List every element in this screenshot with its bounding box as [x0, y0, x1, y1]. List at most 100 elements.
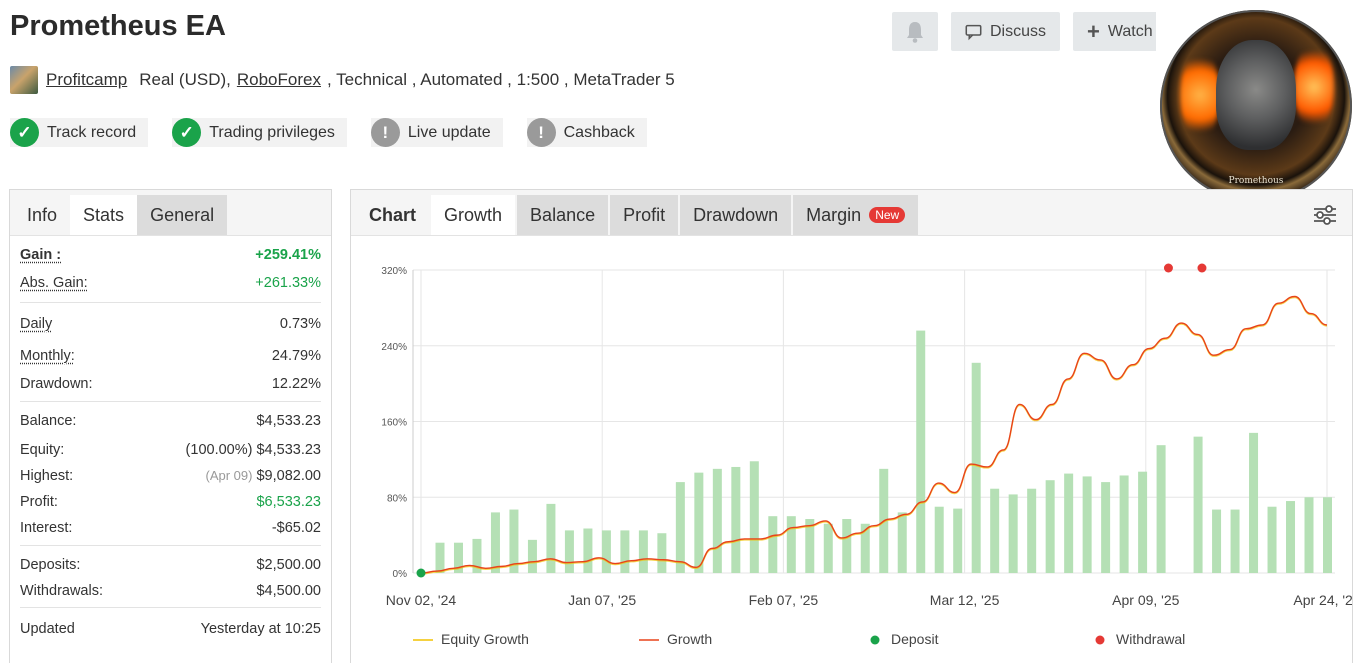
author-link[interactable]: Profitcamp: [46, 70, 128, 89]
page-title: Prometheus EA: [10, 10, 226, 42]
equity-growth-line: [420, 296, 1328, 575]
interest-label: Interest:: [20, 520, 73, 536]
chart-tabs: Chart Growth Balance Profit Drawdown Mar…: [351, 190, 1352, 236]
badge-live-update[interactable]: ! Live update: [370, 118, 503, 147]
growth-bar: [1027, 488, 1037, 573]
x-tick-label: Apr 24, '25: [1293, 592, 1352, 608]
notify-button[interactable]: [892, 12, 938, 51]
tab-balance[interactable]: Balance: [517, 195, 609, 235]
watch-label: Watch: [1107, 22, 1153, 40]
legend-label: Equity Growth: [441, 631, 529, 647]
growth-bar: [749, 461, 759, 573]
growth-bar: [657, 533, 667, 573]
growth-chart[interactable]: 0% 80% 160% 240% 320% Nov 02, '24 Jan 07, '25 F…: [351, 236, 1352, 663]
growth-bar: [583, 528, 593, 573]
equity-percent: (100.00%): [185, 441, 253, 458]
y-tick-label: 80%: [387, 493, 407, 504]
y-tick-label: 0%: [393, 569, 408, 580]
growth-bar: [472, 538, 482, 573]
badge-label: Trading privileges: [209, 123, 335, 141]
verification-badges: ✓ Track record ✓ Trading privileges ! Li…: [10, 118, 647, 147]
growth-bar: [1082, 476, 1092, 573]
discuss-button[interactable]: Discuss: [951, 12, 1060, 51]
growth-bar: [953, 508, 963, 573]
growth-bar: [768, 516, 778, 573]
abs-gain-value: +261.33%: [255, 274, 321, 291]
interest-value: -$65.02: [271, 520, 321, 536]
growth-bar: [546, 503, 556, 573]
comment-icon: [965, 24, 982, 40]
growth-bar: [990, 488, 1000, 573]
tab-general[interactable]: General: [137, 195, 228, 235]
strategy-medallion: Promethous: [1156, 0, 1362, 205]
badge-label: Track record: [47, 123, 137, 141]
growth-bar: [1045, 480, 1055, 573]
x-tick-label: Jan 07, '25: [568, 592, 636, 608]
growth-bar: [786, 516, 796, 573]
deposits-value: $2,500.00: [256, 556, 321, 573]
withdrawal-marker: [1197, 263, 1207, 273]
badge-label: Cashback: [563, 123, 635, 141]
withdrawal-marker: [1163, 263, 1173, 273]
growth-bar: [805, 519, 815, 573]
check-icon: ✓: [172, 118, 202, 147]
growth-bar: [564, 530, 574, 573]
tab-stats[interactable]: Stats: [70, 195, 138, 235]
x-tick-label: Nov 02, '24: [386, 592, 457, 608]
tab-drawdown[interactable]: Drawdown: [680, 195, 792, 235]
growth-bar: [620, 530, 630, 573]
highest-label: Highest:: [20, 468, 74, 484]
deposits-label: Deposits:: [20, 556, 81, 573]
growth-bar: [897, 512, 907, 573]
badge-cashback[interactable]: ! Cashback: [526, 118, 647, 147]
monthly-value: 24.79%: [271, 348, 321, 364]
growth-bar: [1267, 506, 1277, 573]
growth-line: [420, 295, 1328, 574]
growth-bar: [601, 530, 611, 573]
header-actions: Discuss + Watch: [892, 12, 1173, 51]
gain-label: Gain :: [20, 246, 62, 263]
growth-bar: [1304, 497, 1314, 573]
equity-label: Equity:: [20, 441, 65, 458]
x-tick-label: Feb 07, '25: [749, 592, 819, 608]
highest-date: (Apr 09): [205, 468, 253, 483]
exclamation-icon: !: [526, 118, 556, 147]
daily-label: Daily: [20, 316, 53, 332]
growth-bar: [1323, 497, 1332, 573]
growth-bar: [1101, 482, 1111, 573]
chart-settings-icon[interactable]: [1312, 204, 1338, 226]
tab-profit[interactable]: Profit: [610, 195, 679, 235]
tab-margin-label: Margin: [806, 204, 862, 225]
broker-link[interactable]: RoboForex: [236, 70, 321, 89]
tab-growth[interactable]: Growth: [431, 195, 516, 235]
growth-bar: [971, 362, 981, 573]
author-avatar[interactable]: [10, 66, 38, 94]
badge-track-record[interactable]: ✓ Track record: [10, 118, 149, 147]
medallion-image: Promethous: [1160, 10, 1352, 202]
tab-info[interactable]: Info: [27, 204, 58, 225]
chart-tabs-label: Chart: [369, 204, 417, 225]
growth-bar: [1064, 473, 1074, 573]
withdrawals-label: Withdrawals:: [20, 583, 103, 599]
highest-value: $9,082.00: [256, 468, 321, 484]
growth-bar: [509, 509, 519, 573]
discuss-label: Discuss: [989, 22, 1046, 40]
balance-value: $4,533.23: [256, 413, 321, 429]
growth-bar: [1230, 509, 1240, 573]
growth-bar: [638, 530, 648, 573]
profit-label: Profit:: [20, 494, 58, 510]
medallion-text: Promethous: [1228, 176, 1284, 186]
tab-margin[interactable]: Margin New: [793, 195, 919, 235]
growth-bar: [860, 523, 870, 573]
growth-bar: [1119, 475, 1129, 573]
growth-bar: [916, 330, 926, 573]
growth-bar: [694, 472, 704, 573]
chart-panel: Chart Growth Balance Profit Drawdown Mar…: [350, 189, 1353, 663]
exclamation-icon: !: [370, 118, 400, 147]
growth-bar: [1212, 509, 1222, 573]
bust-portrait: [1216, 40, 1296, 150]
profit-value: $6,533.23: [256, 494, 321, 510]
account-details: , Technical , Automated , 1:500 , MetaTr…: [326, 70, 675, 89]
badge-trading-privileges[interactable]: ✓ Trading privileges: [172, 118, 347, 147]
growth-bar: [1008, 494, 1018, 573]
